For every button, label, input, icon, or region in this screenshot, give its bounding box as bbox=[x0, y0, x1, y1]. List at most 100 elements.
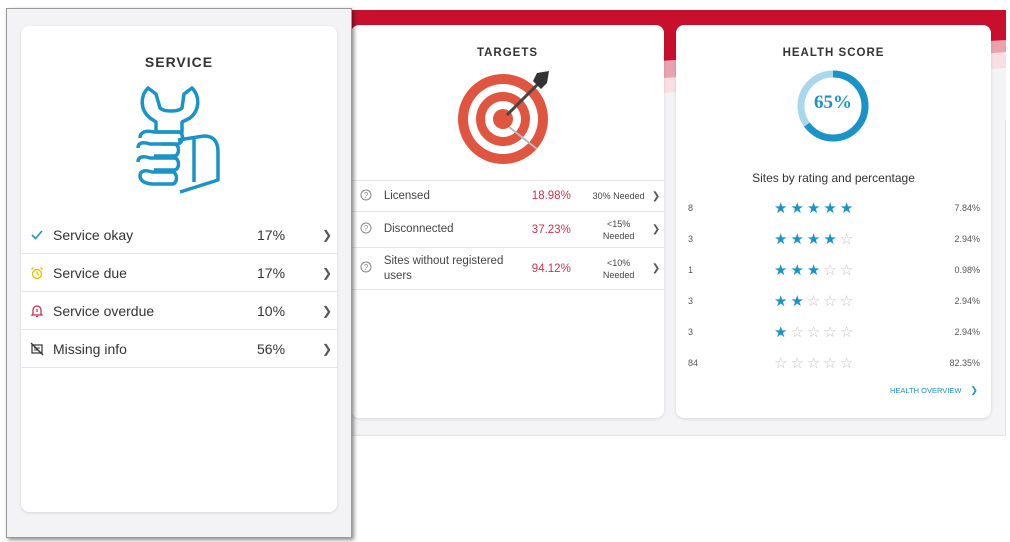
service-card: SERVICE bbox=[21, 26, 337, 512]
star-filled-icon: ★ bbox=[774, 323, 791, 341]
service-row-label: Service overdue bbox=[53, 302, 155, 319]
health-score-title: HEALTH SCORE bbox=[782, 47, 885, 59]
star-filled-icon: ★ bbox=[839, 199, 857, 217]
target-row-licensed[interactable]: ? Licensed 18.98% 30% Needed ❯ bbox=[351, 180, 664, 212]
star-filled-icon: ★ bbox=[774, 230, 791, 248]
star-empty-icon: ☆ bbox=[839, 323, 857, 341]
star-filled-icon: ★ bbox=[790, 261, 807, 279]
star-filled-icon: ★ bbox=[790, 199, 807, 217]
star-empty-icon: ☆ bbox=[839, 261, 857, 279]
star-filled-icon: ★ bbox=[806, 230, 824, 248]
chevron-right-icon[interactable]: ❯ bbox=[321, 265, 333, 280]
service-row-percent: 17% bbox=[257, 264, 286, 281]
service-row-percent: 56% bbox=[257, 340, 286, 357]
chevron-right-icon[interactable]: ❯ bbox=[651, 190, 661, 202]
help-circle-icon[interactable]: ? bbox=[360, 222, 374, 237]
star-filled-icon: ★ bbox=[774, 292, 791, 310]
health-score-card: HEALTH SCORE 65% Sites by rating and per… bbox=[676, 25, 991, 418]
rating-percent: 2.94% bbox=[954, 326, 980, 337]
rating-row: 3 ★★☆☆☆ 2.94% bbox=[688, 285, 980, 316]
service-row-okay[interactable]: Service okay 17% ❯ bbox=[21, 216, 337, 254]
star-filled-icon: ★ bbox=[790, 292, 807, 310]
service-row-overdue[interactable]: Service overdue 10% ❯ bbox=[21, 292, 337, 330]
wrench-fist-icon bbox=[136, 86, 220, 194]
service-row-due[interactable]: Service due 17% ❯ bbox=[21, 254, 337, 292]
star-empty-icon: ☆ bbox=[839, 230, 857, 248]
star-filled-icon: ★ bbox=[790, 230, 807, 248]
star-filled-icon: ★ bbox=[774, 199, 791, 217]
star-rating: ★★★★☆ bbox=[774, 230, 924, 248]
chevron-right-icon[interactable]: ❯ bbox=[970, 385, 978, 395]
star-empty-icon: ☆ bbox=[806, 292, 824, 310]
star-empty-icon: ☆ bbox=[823, 323, 840, 341]
health-overview-link-label[interactable]: HEALTH OVERVIEW bbox=[890, 386, 962, 395]
rating-percent: 2.94% bbox=[954, 295, 980, 306]
rating-count: 3 bbox=[688, 295, 694, 306]
rating-percent: 82.35% bbox=[949, 357, 980, 368]
chevron-right-icon[interactable]: ❯ bbox=[321, 303, 333, 318]
star-empty-icon: ☆ bbox=[790, 354, 807, 372]
rating-count: 3 bbox=[688, 326, 694, 337]
rating-row: 84 ☆☆☆☆☆ 82.35% bbox=[688, 347, 980, 378]
star-filled-icon: ★ bbox=[823, 230, 840, 248]
rating-row: 3 ★★★★☆ 2.94% bbox=[688, 223, 980, 254]
check-icon bbox=[29, 227, 45, 243]
health-score-value: 65% bbox=[814, 92, 852, 113]
health-score-subtitle: Sites by rating and percentage bbox=[752, 171, 915, 185]
no-info-icon bbox=[29, 341, 45, 357]
svg-text:?: ? bbox=[364, 224, 369, 233]
chevron-right-icon[interactable]: ❯ bbox=[651, 263, 661, 274]
star-empty-icon: ☆ bbox=[823, 354, 840, 372]
rating-row: 1 ★★★☆☆ 0.98% bbox=[688, 254, 980, 285]
target-label: Licensed bbox=[383, 189, 430, 202]
service-title: SERVICE bbox=[144, 54, 214, 70]
star-empty-icon: ☆ bbox=[823, 292, 840, 310]
rating-percent: 2.94% bbox=[954, 233, 980, 244]
chevron-right-icon[interactable]: ❯ bbox=[321, 341, 333, 356]
star-empty-icon: ☆ bbox=[839, 354, 857, 372]
chevron-right-icon[interactable]: ❯ bbox=[651, 224, 661, 235]
bell-alert-icon bbox=[29, 303, 45, 319]
target-needed-text: Needed bbox=[602, 230, 635, 241]
target-bullseye-icon bbox=[458, 71, 549, 164]
rating-count: 84 bbox=[688, 357, 699, 368]
star-empty-icon: ☆ bbox=[790, 323, 807, 341]
svg-text:?: ? bbox=[364, 263, 369, 272]
service-row-percent: 17% bbox=[257, 226, 286, 243]
star-rating: ★★★★★ bbox=[774, 199, 924, 217]
star-empty-icon: ☆ bbox=[839, 292, 857, 310]
star-empty-icon: ☆ bbox=[806, 323, 824, 341]
health-score-gauge bbox=[797, 70, 869, 142]
target-needed-text: 30% Needed bbox=[592, 191, 645, 201]
target-needed-text: Needed bbox=[602, 269, 635, 280]
chevron-right-icon[interactable]: ❯ bbox=[321, 227, 333, 242]
service-row-missing-info[interactable]: Missing info 56% ❯ bbox=[21, 330, 337, 368]
health-overview-link[interactable]: HEALTH OVERVIEW ❯ bbox=[890, 385, 978, 396]
target-label: Disconnected bbox=[383, 223, 454, 235]
targets-title: TARGETS bbox=[476, 47, 539, 59]
star-filled-icon: ★ bbox=[823, 199, 840, 217]
target-row-sites-without-users[interactable]: ? Sites without registered users 94.12% … bbox=[351, 248, 664, 290]
target-label: Sites without registered users bbox=[383, 254, 504, 282]
star-rating: ★★☆☆☆ bbox=[774, 292, 924, 310]
star-rating: ★☆☆☆☆ bbox=[774, 323, 924, 341]
svg-text:?: ? bbox=[364, 191, 369, 200]
target-needed: 30% Needed bbox=[589, 190, 648, 202]
rating-row: 3 ★☆☆☆☆ 2.94% bbox=[688, 316, 980, 347]
target-needed: <10% Needed bbox=[589, 257, 648, 281]
target-percent: 37.23% bbox=[531, 223, 571, 236]
help-circle-icon[interactable]: ? bbox=[360, 261, 374, 276]
help-circle-icon[interactable]: ? bbox=[360, 189, 374, 204]
star-empty-icon: ☆ bbox=[806, 354, 824, 372]
target-needed-text: <10% bbox=[606, 257, 631, 268]
service-row-label: Service okay bbox=[53, 226, 134, 243]
rating-row: 8 ★★★★★ 7.84% bbox=[688, 192, 980, 223]
service-row-label: Missing info bbox=[53, 340, 127, 357]
rating-percent: 7.84% bbox=[954, 202, 980, 213]
star-filled-icon: ★ bbox=[774, 261, 791, 279]
target-needed-text: <15% bbox=[606, 218, 631, 229]
target-row-disconnected[interactable]: ? Disconnected 37.23% <15% Needed ❯ bbox=[351, 212, 664, 248]
target-needed: <15% Needed bbox=[589, 218, 648, 242]
rating-count: 3 bbox=[688, 233, 694, 244]
target-percent: 18.98% bbox=[531, 190, 571, 202]
